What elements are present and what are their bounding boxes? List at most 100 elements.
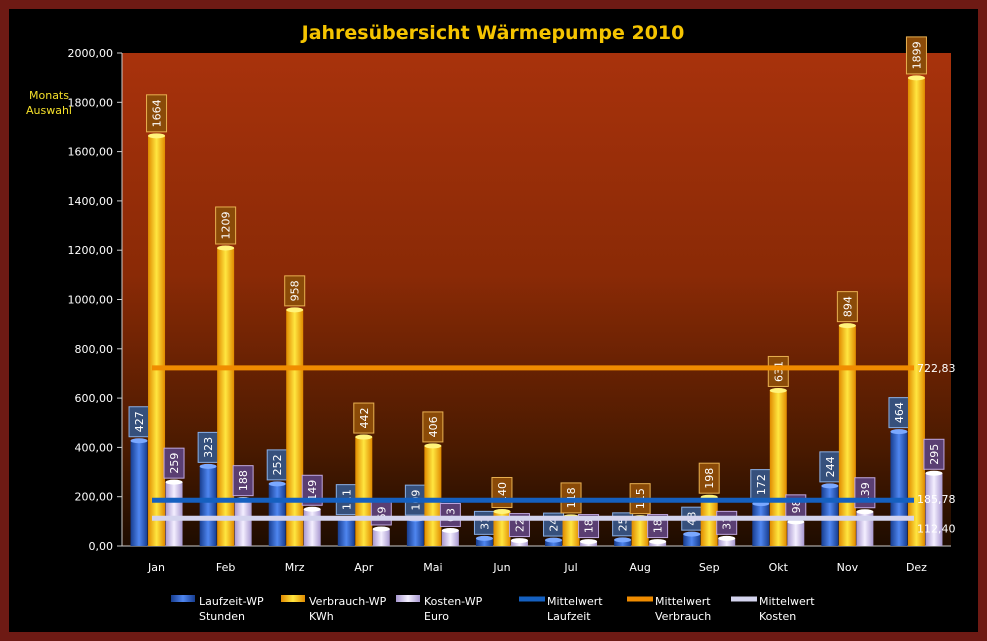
bar-kosten xyxy=(718,538,736,546)
data-label-verbrauch: 406 xyxy=(427,416,440,437)
bar-top-kosten xyxy=(303,506,321,512)
side-label-monats[interactable]: Monats xyxy=(29,89,69,102)
y-tick-label: 1800,00 xyxy=(68,96,114,109)
bar-kosten xyxy=(787,521,805,546)
bar-laufzeit xyxy=(545,540,563,546)
data-label-box xyxy=(163,447,185,479)
plot-area: 0,00 200,00 400,00 600,00 800,00 1000,00 1200,… xyxy=(68,36,956,574)
legend-mittelwert-laufzeit-label: Mittelwert xyxy=(547,595,603,608)
bar-kosten xyxy=(372,528,390,546)
y-tick-label: 400,00 xyxy=(75,441,114,454)
x-tick-label: Sep xyxy=(699,561,720,574)
bar-verbrauch xyxy=(562,516,580,546)
data-label-laufzeit: 24 xyxy=(548,518,561,532)
bar-top-verbrauch xyxy=(424,443,442,449)
bar-top-laufzeit xyxy=(475,535,493,541)
y-tick-label: 2000,00 xyxy=(68,47,114,60)
bar-top-kosten xyxy=(441,527,459,533)
bar-laufzeit xyxy=(406,519,424,546)
legend-mittelwert-verbrauch-label: Mittelwert xyxy=(655,595,711,608)
data-label-laufzeit: 244 xyxy=(824,456,837,477)
plot-background xyxy=(122,53,951,546)
chart-area: Jahresübersicht Wärmepumpe 2010 0,00 200,… xyxy=(9,9,978,632)
bar-top-verbrauch xyxy=(286,307,304,313)
bar-top-verbrauch xyxy=(769,387,787,393)
bar-laufzeit xyxy=(130,440,148,546)
bar-top-verbrauch xyxy=(355,434,373,440)
data-label-verbrauch: 1664 xyxy=(151,99,164,127)
bar-laufzeit xyxy=(890,431,908,546)
avg-line-kosten-label: 112,40 xyxy=(917,522,956,535)
legend-verbrauch-wp-label: Verbrauch-WP xyxy=(309,595,387,608)
chart-svg: Jahresübersicht Wärmepumpe 2010 0,00 200,… xyxy=(68,22,956,623)
bar-kosten xyxy=(234,499,252,546)
avg-line-laufzeit-label: 185,78 xyxy=(917,493,956,506)
x-tick-label: Jan xyxy=(147,561,165,574)
legend-verbrauch-wp-swatch xyxy=(281,595,305,602)
y-tick-label: 1600,00 xyxy=(68,146,114,159)
data-label-kosten: 98 xyxy=(790,499,803,513)
y-tick-label: 1000,00 xyxy=(68,294,114,307)
data-label-kosten: 18 xyxy=(652,519,665,533)
legend-mittelwert-laufzeit-sublabel: Laufzeit xyxy=(547,610,591,623)
bar-verbrauch xyxy=(631,517,649,546)
data-label-box xyxy=(923,438,945,470)
data-label-laufzeit: 172 xyxy=(755,474,768,495)
bar-top-laufzeit xyxy=(683,531,701,537)
data-label-kosten: 22 xyxy=(513,518,526,532)
legend-laufzeit-wp-label: Laufzeit-WP xyxy=(199,595,264,608)
data-label-box xyxy=(284,275,306,307)
bar-top-verbrauch xyxy=(838,323,856,329)
bar-top-kosten xyxy=(856,509,874,515)
data-label-laufzeit: 252 xyxy=(271,454,284,475)
bar-laufzeit xyxy=(614,539,632,546)
bar-top-laufzeit xyxy=(268,481,286,487)
data-label-box xyxy=(836,291,858,323)
y-tick-label: 1200,00 xyxy=(68,244,114,257)
legend-kosten-wp-sublabel: Euro xyxy=(424,610,449,623)
bar-top-laufzeit xyxy=(614,537,632,543)
bar-top-kosten xyxy=(510,538,528,544)
data-label-kosten: 259 xyxy=(168,453,181,474)
x-tick-label: Okt xyxy=(769,561,789,574)
y-tick-label: 1400,00 xyxy=(68,195,114,208)
x-tick-label: Mrz xyxy=(285,561,305,574)
bar-top-verbrauch xyxy=(148,133,166,139)
bar-kosten xyxy=(925,473,943,546)
bar-top-laufzeit xyxy=(130,438,148,444)
avg-line-verbrauch-label: 722,83 xyxy=(917,362,956,375)
bar-top-kosten xyxy=(372,526,390,532)
x-tick-label: Apr xyxy=(354,561,374,574)
data-label-kosten: 188 xyxy=(237,470,250,491)
legend-kosten-wp-label: Kosten-WP xyxy=(424,595,483,608)
data-label-box xyxy=(905,36,927,75)
y-tick-label: 200,00 xyxy=(75,491,114,504)
data-label-verbrauch: 631 xyxy=(772,361,785,382)
bar-kosten xyxy=(441,530,459,546)
legend-laufzeit-wp-sublabel: Stunden xyxy=(199,610,245,623)
bar-verbrauch xyxy=(838,325,856,546)
bar-top-kosten xyxy=(165,479,183,485)
data-label-kosten: 149 xyxy=(306,480,319,501)
bar-top-laufzeit xyxy=(890,429,908,435)
x-tick-label: Feb xyxy=(216,561,235,574)
bar-verbrauch xyxy=(700,497,718,546)
legend-kosten-wp-swatch xyxy=(396,595,420,602)
data-label-box xyxy=(232,465,254,497)
y-tick-label: 800,00 xyxy=(75,343,114,356)
legend: Laufzeit-WP Stunden Verbrauch-WP KWh Kosten-… xyxy=(171,595,815,623)
data-label-box xyxy=(146,94,168,133)
bar-kosten xyxy=(165,482,183,546)
data-label-verbrauch: 442 xyxy=(358,408,371,429)
x-tick-label: Aug xyxy=(629,561,650,574)
bar-top-laufzeit xyxy=(199,463,217,469)
bar-top-laufzeit xyxy=(545,537,563,543)
side-label-auswahl[interactable]: Auswahl xyxy=(26,104,72,117)
legend-mittelwert-kosten-label: Mittelwert xyxy=(759,595,815,608)
data-label-verbrauch: 198 xyxy=(703,468,716,489)
bar-top-kosten xyxy=(649,539,667,545)
bar-laufzeit xyxy=(752,503,770,546)
x-tick-label: Mai xyxy=(423,561,442,574)
bar-top-kosten xyxy=(925,470,943,476)
